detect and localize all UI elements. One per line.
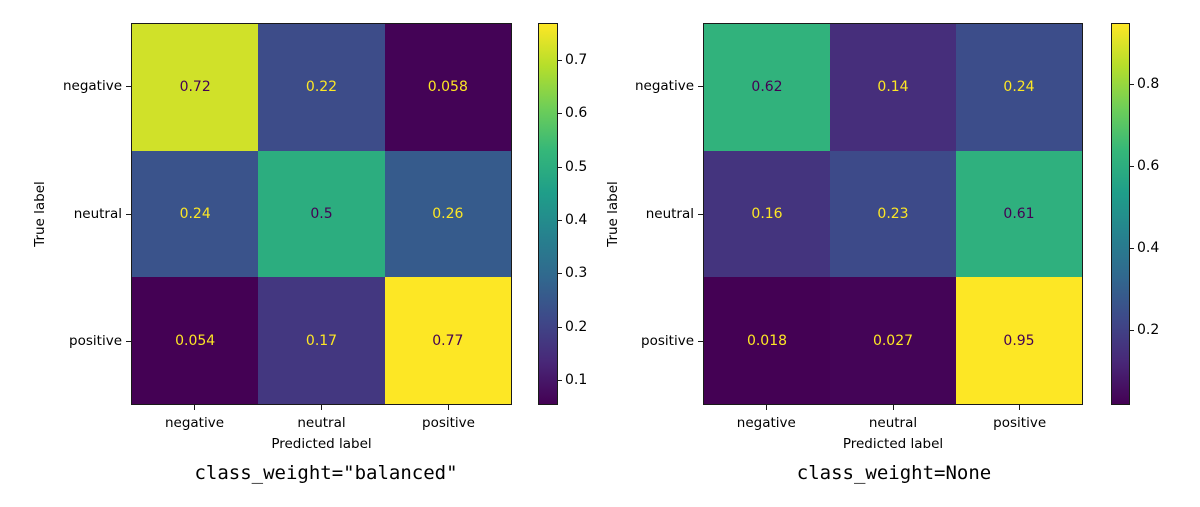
colorbar-tick — [558, 379, 562, 381]
matrix-cell: 0.5 — [258, 150, 385, 278]
colorbar-tick-label: 0.6 — [1137, 157, 1160, 174]
colorbar-tick-label: 0.4 — [1137, 239, 1160, 256]
subplot-title: class_weight="balanced" — [194, 462, 458, 484]
y-axis-tick — [126, 213, 131, 215]
colorbar-tick-label: 0.4 — [565, 211, 588, 228]
colorbar-tick — [558, 59, 562, 61]
x-axis-tick — [765, 405, 767, 410]
colorbar-tick-label: 0.1 — [565, 371, 588, 388]
matrix-cell: 0.018 — [704, 277, 830, 404]
matrix-cell: 0.77 — [384, 277, 511, 404]
colorbar-tick — [1130, 165, 1134, 167]
x-axis-tick-label: positive — [422, 415, 475, 431]
y-axis-tick — [126, 340, 131, 342]
matrix-cell: 0.058 — [384, 24, 511, 151]
y-axis-tick — [126, 86, 131, 88]
colorbar-tick — [1130, 329, 1134, 331]
colorbar-tick — [1130, 247, 1134, 249]
matrix-cell: 0.26 — [384, 150, 511, 278]
matrix-cell: 0.95 — [956, 277, 1082, 404]
y-axis-tick-label: positive — [641, 332, 694, 349]
x-axis-tick-label: positive — [993, 415, 1047, 431]
colorbar-tick — [558, 113, 562, 115]
matrix-cell: 0.24 — [132, 150, 259, 278]
y-axis-tick-label: negative — [634, 78, 694, 95]
x-axis-tick-label: negative — [736, 415, 796, 431]
x-axis-tick — [1019, 405, 1021, 410]
y-axis-tick — [698, 86, 703, 88]
matrix-cell: 0.16 — [704, 150, 830, 278]
x-axis-tick-label: neutral — [868, 415, 918, 431]
y-axis-tick-label: neutral — [73, 205, 122, 222]
matrix-cell: 0.24 — [956, 24, 1082, 151]
matrix-cell: 0.72 — [132, 24, 259, 151]
colorbar-tick — [1130, 83, 1134, 85]
subplot-title: class_weight=None — [796, 462, 992, 484]
x-axis-tick — [321, 405, 322, 410]
matrix-cell: 0.61 — [956, 150, 1082, 278]
y-axis-tick-label: positive — [69, 332, 122, 349]
matrix-cell: 0.14 — [830, 24, 956, 151]
y-axis-tick-label: negative — [62, 78, 122, 95]
matrix-cell: 0.027 — [830, 277, 956, 404]
colorbar-tick-label: 0.3 — [565, 265, 588, 282]
y-axis-tick-label: neutral — [645, 205, 694, 222]
colorbar-tick — [558, 166, 562, 168]
x-axis-tick — [892, 405, 894, 410]
x-axis-title: Predicted label — [271, 436, 372, 452]
matrix-cell: 0.22 — [258, 24, 385, 151]
colorbar — [1111, 23, 1130, 405]
colorbar-tick-label: 0.8 — [1137, 75, 1160, 92]
x-axis-tick — [448, 405, 449, 410]
colorbar-tick-label: 0.2 — [1137, 321, 1160, 338]
x-axis-tick-label: neutral — [297, 415, 346, 431]
colorbar-tick-label: 0.5 — [565, 158, 588, 175]
x-axis-tick-label: negative — [164, 415, 225, 431]
matrix-cell: 0.054 — [132, 277, 259, 404]
matrix-cell: 0.62 — [704, 24, 830, 151]
x-axis-title: Predicted label — [842, 436, 944, 452]
colorbar-tick — [558, 326, 562, 328]
colorbar-tick — [558, 219, 562, 221]
x-axis-tick — [194, 405, 195, 410]
colorbar-tick — [558, 273, 562, 275]
colorbar — [538, 23, 558, 405]
y-axis-tick — [698, 340, 703, 342]
matrix-cell: 0.23 — [830, 150, 956, 278]
confusion-matrix-heatmap: 0.72 0.22 0.058 0.24 0.5 0.26 0.054 0.17 0.77 — [131, 23, 512, 405]
colorbar-tick-label: 0.7 — [565, 51, 588, 68]
colorbar-tick-label: 0.2 — [565, 318, 588, 335]
confusion-matrix-heatmap: 0.62 0.14 0.24 0.16 0.23 0.61 0.018 0.027 0.95 — [703, 23, 1083, 405]
y-axis-tick — [698, 213, 703, 215]
colorbar-tick-label: 0.6 — [565, 105, 588, 122]
matrix-cell: 0.17 — [258, 277, 385, 404]
